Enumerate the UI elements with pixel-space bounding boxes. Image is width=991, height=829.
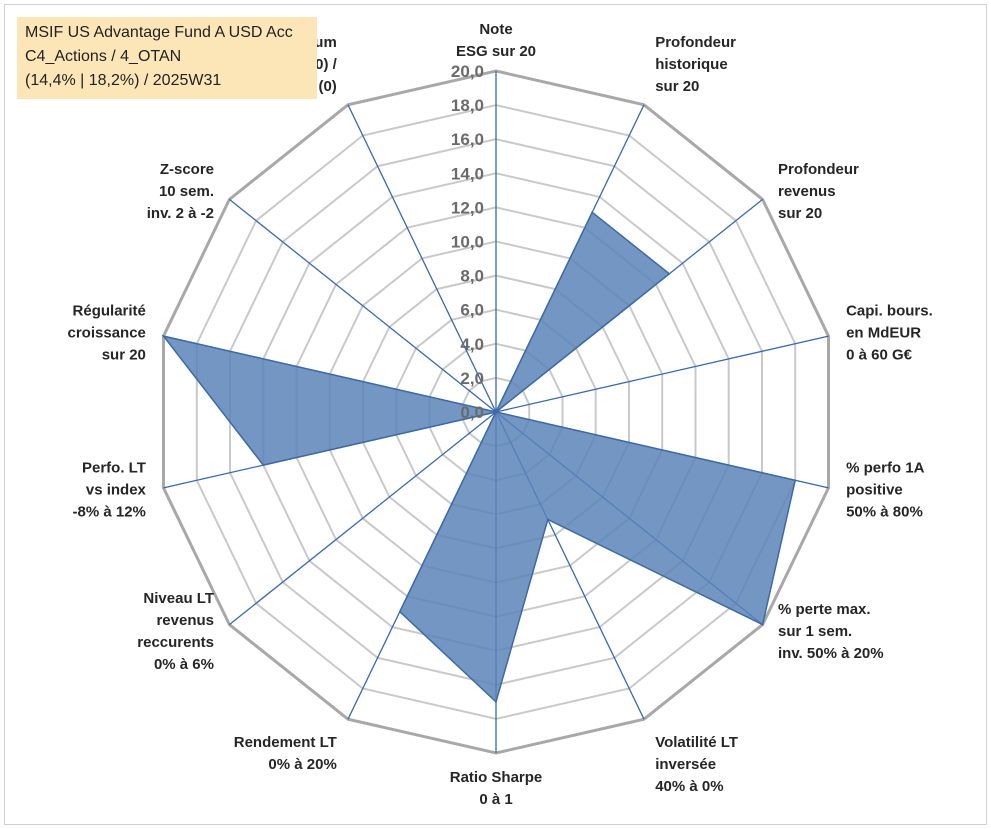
fund-stats: (14,4% | 18,2%) / 2025W31 bbox=[25, 72, 222, 89]
fund-category: C4_Actions / 4_OTAN bbox=[25, 48, 182, 65]
tick-labels: 0,0 2,0 4,0 6,0 8,0 10,0 12,0 14,0 16,0 18,0 20,0 bbox=[451, 62, 484, 422]
axis-label-line: revenus bbox=[156, 612, 214, 629]
axis-label-line: Profondeur bbox=[778, 161, 859, 178]
axis-label: Profondeur historique sur 20 bbox=[655, 34, 736, 95]
tick-label: 12,0 bbox=[451, 198, 484, 217]
axis-label-line: 40% à 0% bbox=[655, 778, 723, 795]
series-area bbox=[161, 211, 797, 704]
axis-label-line: 0% à 20% bbox=[268, 756, 336, 773]
axis-label: Perfo. LT vs index -8% à 12% bbox=[73, 460, 147, 521]
axis-label-line: sur 20 bbox=[655, 78, 699, 95]
axis-spoke bbox=[228, 411, 497, 626]
axis-label: Régularité croissance sur 20 bbox=[68, 303, 146, 364]
tick-label: 16,0 bbox=[451, 130, 484, 149]
axis-label-line: revenus bbox=[778, 183, 836, 200]
axis-label-line: 0 à 60 G€ bbox=[846, 347, 913, 364]
tick-label: 4,0 bbox=[460, 335, 484, 354]
axis-label-line: 10 sem. bbox=[159, 183, 214, 200]
axis-label-line: % perfo 1A bbox=[846, 460, 925, 477]
data-point bbox=[547, 518, 549, 521]
fund-name: MSIF US Advantage Fund A USD Acc bbox=[25, 24, 293, 41]
axis-label-line: ESG sur 20 bbox=[456, 43, 536, 60]
axis-label: Note ESG sur 20 bbox=[456, 21, 536, 60]
axis-label-line: Note bbox=[479, 21, 512, 38]
axis-label: % perfo 1A positive 50% à 80% bbox=[846, 460, 925, 521]
axis-label-line: Niveau LT bbox=[143, 590, 214, 607]
data-point bbox=[495, 411, 497, 413]
axis-label-line: reccurents bbox=[137, 634, 214, 651]
axis-label-line: sur 1 sem. bbox=[778, 623, 852, 640]
axis-label-line: inv. 2 à -2 bbox=[147, 205, 214, 222]
axis-label-line: Régularité bbox=[73, 303, 146, 320]
axis-label-line: Volatilité LT bbox=[655, 734, 738, 751]
axis-label: % perte max. sur 1 sem. inv. 50% à 20% bbox=[778, 601, 884, 662]
series-layer bbox=[161, 211, 797, 704]
axis-label-line: Capi. bours. bbox=[846, 303, 933, 320]
chart-frame: 0,0 2,0 4,0 6,0 8,0 10,0 12,0 14,0 16,0 18,0 20,0 … bbox=[4, 4, 987, 825]
data-point bbox=[262, 464, 265, 466]
data-point bbox=[668, 273, 671, 275]
data-point bbox=[761, 623, 764, 626]
tick-label: 8,0 bbox=[460, 267, 484, 286]
axis-label: Profondeur revenus sur 20 bbox=[778, 161, 859, 222]
axis-label-line: en MdEUR bbox=[846, 325, 921, 342]
axis-label-line: -8% à 12% bbox=[73, 504, 146, 521]
axis-label-line: positive bbox=[846, 482, 903, 499]
data-point bbox=[399, 610, 401, 613]
axis-label: Capi. bours. en MdEUR 0 à 60 G€ bbox=[846, 303, 933, 364]
axis-label-line: 0% à 6% bbox=[154, 656, 214, 673]
axis-label-line: Ratio Sharpe bbox=[450, 769, 543, 786]
axis-label: Volatilité LT inversée 40% à 0% bbox=[655, 734, 738, 795]
axis-label-line: inv. 50% à 20% bbox=[778, 645, 884, 662]
axis-label-line: croissance bbox=[68, 325, 146, 342]
axis-label-line: 0 à 1 bbox=[479, 791, 512, 808]
data-point bbox=[794, 479, 796, 482]
data-point bbox=[495, 701, 497, 703]
data-point bbox=[162, 335, 165, 337]
axis-spoke bbox=[228, 198, 497, 413]
axis-label-line: historique bbox=[655, 56, 728, 73]
axis-label-line: inversée bbox=[655, 756, 716, 773]
axis-label: Ratio Sharpe 0 à 1 bbox=[450, 769, 543, 808]
axis-label-line: Profondeur bbox=[655, 34, 736, 51]
axis-label: Z-score 10 sem. inv. 2 à -2 bbox=[147, 161, 214, 222]
tick-label: 10,0 bbox=[451, 233, 484, 252]
axis-label-line: sur 20 bbox=[102, 347, 146, 364]
axis-label: Niveau LT revenus reccurents 0% à 6% bbox=[137, 590, 214, 673]
axis-label: Rendement LT 0% à 20% bbox=[234, 734, 337, 773]
tick-label: 18,0 bbox=[451, 96, 484, 115]
tick-label: 0,0 bbox=[460, 403, 484, 422]
axis-spoke bbox=[347, 104, 497, 413]
axis-label-line: % perte max. bbox=[778, 601, 871, 618]
axis-label-line: Rendement LT bbox=[234, 734, 337, 751]
tick-label: 20,0 bbox=[451, 62, 484, 81]
radar-chart: 0,02,04,06,08,010,012,014,016,018,020,0 … bbox=[68, 21, 933, 808]
axis-label-line: 50% à 80% bbox=[846, 504, 923, 521]
axis-label-line: vs index bbox=[86, 482, 147, 499]
axis-label-line: Perfo. LT bbox=[82, 460, 146, 477]
tick-label: 2,0 bbox=[460, 369, 484, 388]
axis-label-line: Z-score bbox=[160, 161, 214, 178]
tick-label: 6,0 bbox=[460, 301, 484, 320]
data-point bbox=[591, 211, 593, 214]
axis-label-line: sur 20 bbox=[778, 205, 822, 222]
tick-label: 14,0 bbox=[451, 164, 484, 183]
axis-spoke bbox=[495, 335, 829, 413]
axis-labels: Note ESG sur 20 Profondeur historique sur 20… bbox=[68, 21, 933, 808]
fund-info-box: MSIF US Advantage Fund A USD Acc C4_Acti… bbox=[17, 17, 317, 99]
